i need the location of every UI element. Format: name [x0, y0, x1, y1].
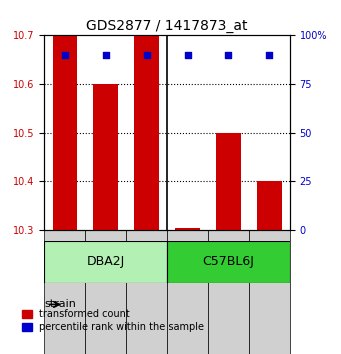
FancyBboxPatch shape	[44, 230, 85, 354]
Point	[62, 52, 68, 58]
Bar	[257, 182, 282, 230]
FancyBboxPatch shape	[249, 230, 290, 354]
Title: GDS2877 / 1417873_at: GDS2877 / 1417873_at	[86, 19, 248, 33]
Text: strain: strain	[44, 299, 76, 309]
FancyBboxPatch shape	[44, 241, 167, 283]
Bar	[175, 228, 200, 230]
Point	[103, 52, 108, 58]
Bar	[134, 35, 159, 230]
Point	[226, 52, 231, 58]
Bar	[53, 35, 77, 230]
Legend: transformed count, percentile rank within the sample: transformed count, percentile rank withi…	[22, 309, 204, 332]
Point	[185, 52, 190, 58]
Bar	[216, 133, 241, 230]
Point	[144, 52, 149, 58]
FancyBboxPatch shape	[208, 230, 249, 354]
FancyBboxPatch shape	[85, 230, 126, 354]
FancyBboxPatch shape	[126, 230, 167, 354]
Text: DBA2J: DBA2J	[87, 256, 125, 268]
Text: C57BL6J: C57BL6J	[203, 256, 254, 268]
Bar	[93, 84, 118, 230]
Point	[267, 52, 272, 58]
FancyBboxPatch shape	[167, 241, 290, 283]
FancyBboxPatch shape	[167, 230, 208, 354]
